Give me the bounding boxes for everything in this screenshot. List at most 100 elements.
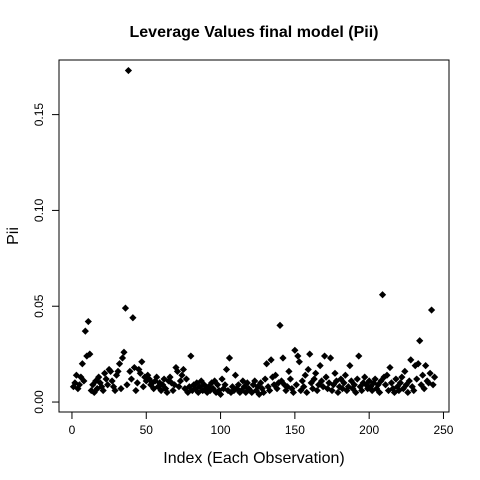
point xyxy=(200,381,208,389)
point xyxy=(325,379,333,387)
point xyxy=(318,377,326,385)
point xyxy=(108,377,116,385)
point xyxy=(114,367,122,375)
point xyxy=(393,383,402,391)
point xyxy=(112,371,121,379)
point xyxy=(285,367,293,375)
point xyxy=(267,356,275,364)
point xyxy=(335,383,344,391)
point xyxy=(402,381,410,389)
point xyxy=(375,388,384,397)
point xyxy=(156,379,164,387)
y-tick-label: 0.00 xyxy=(32,390,46,414)
point xyxy=(96,379,104,387)
point xyxy=(173,367,182,375)
point xyxy=(294,352,302,360)
point xyxy=(260,388,268,397)
point xyxy=(279,354,287,362)
point xyxy=(221,381,229,389)
point xyxy=(408,383,416,391)
x-tick-label: 250 xyxy=(433,423,453,437)
point xyxy=(179,365,188,374)
point xyxy=(323,385,332,393)
point xyxy=(166,373,174,381)
point xyxy=(297,386,305,395)
x-tick-label: 0 xyxy=(69,423,76,437)
point xyxy=(417,381,425,389)
point xyxy=(359,379,367,387)
point xyxy=(78,360,86,368)
point xyxy=(167,379,176,387)
point xyxy=(427,306,436,314)
point xyxy=(264,383,272,391)
point xyxy=(355,352,363,360)
point xyxy=(121,304,130,312)
point xyxy=(71,379,79,387)
point xyxy=(178,371,186,379)
point xyxy=(99,386,107,395)
point xyxy=(75,381,83,389)
point xyxy=(159,381,167,389)
point xyxy=(320,352,329,360)
x-tick-label: 200 xyxy=(359,423,379,437)
point xyxy=(182,375,190,383)
point xyxy=(129,314,137,322)
point xyxy=(405,377,413,385)
point xyxy=(291,346,299,354)
point xyxy=(197,377,205,385)
point xyxy=(111,386,119,395)
point xyxy=(126,367,134,375)
point xyxy=(396,379,404,387)
point xyxy=(370,379,378,387)
point xyxy=(117,385,125,393)
point xyxy=(298,377,306,385)
point xyxy=(338,385,347,393)
point xyxy=(381,381,390,389)
point xyxy=(187,352,195,360)
point xyxy=(350,381,358,389)
point xyxy=(271,371,280,379)
point xyxy=(163,388,171,397)
point xyxy=(313,386,321,395)
point xyxy=(361,373,369,381)
point xyxy=(404,388,412,397)
point xyxy=(332,377,341,385)
point xyxy=(216,390,225,398)
point xyxy=(300,383,308,391)
point xyxy=(322,373,330,381)
point xyxy=(270,381,278,389)
point xyxy=(341,371,349,379)
point xyxy=(257,379,265,387)
point xyxy=(310,375,318,383)
point xyxy=(211,377,219,385)
point xyxy=(218,375,226,383)
x-axis-label: Index (Each Observation) xyxy=(163,450,344,467)
point xyxy=(132,386,140,395)
point xyxy=(334,388,342,397)
point xyxy=(161,385,170,393)
point xyxy=(209,385,217,393)
point xyxy=(138,358,146,366)
point xyxy=(118,354,127,362)
plot-box xyxy=(58,59,450,413)
point xyxy=(273,385,281,393)
point xyxy=(106,367,115,375)
point xyxy=(387,379,396,387)
point xyxy=(328,386,336,395)
point xyxy=(386,363,394,372)
point xyxy=(304,365,312,374)
point xyxy=(419,371,427,379)
point xyxy=(364,385,372,393)
point xyxy=(251,377,259,385)
point xyxy=(243,379,251,387)
point xyxy=(263,360,271,368)
point xyxy=(136,369,144,377)
point xyxy=(139,383,147,391)
y-axis-label: Pii xyxy=(5,227,22,245)
point xyxy=(347,377,355,385)
y-tick-label: 0.15 xyxy=(32,103,46,127)
point xyxy=(115,360,124,368)
point xyxy=(286,375,295,383)
point xyxy=(169,386,177,395)
point xyxy=(301,371,309,379)
